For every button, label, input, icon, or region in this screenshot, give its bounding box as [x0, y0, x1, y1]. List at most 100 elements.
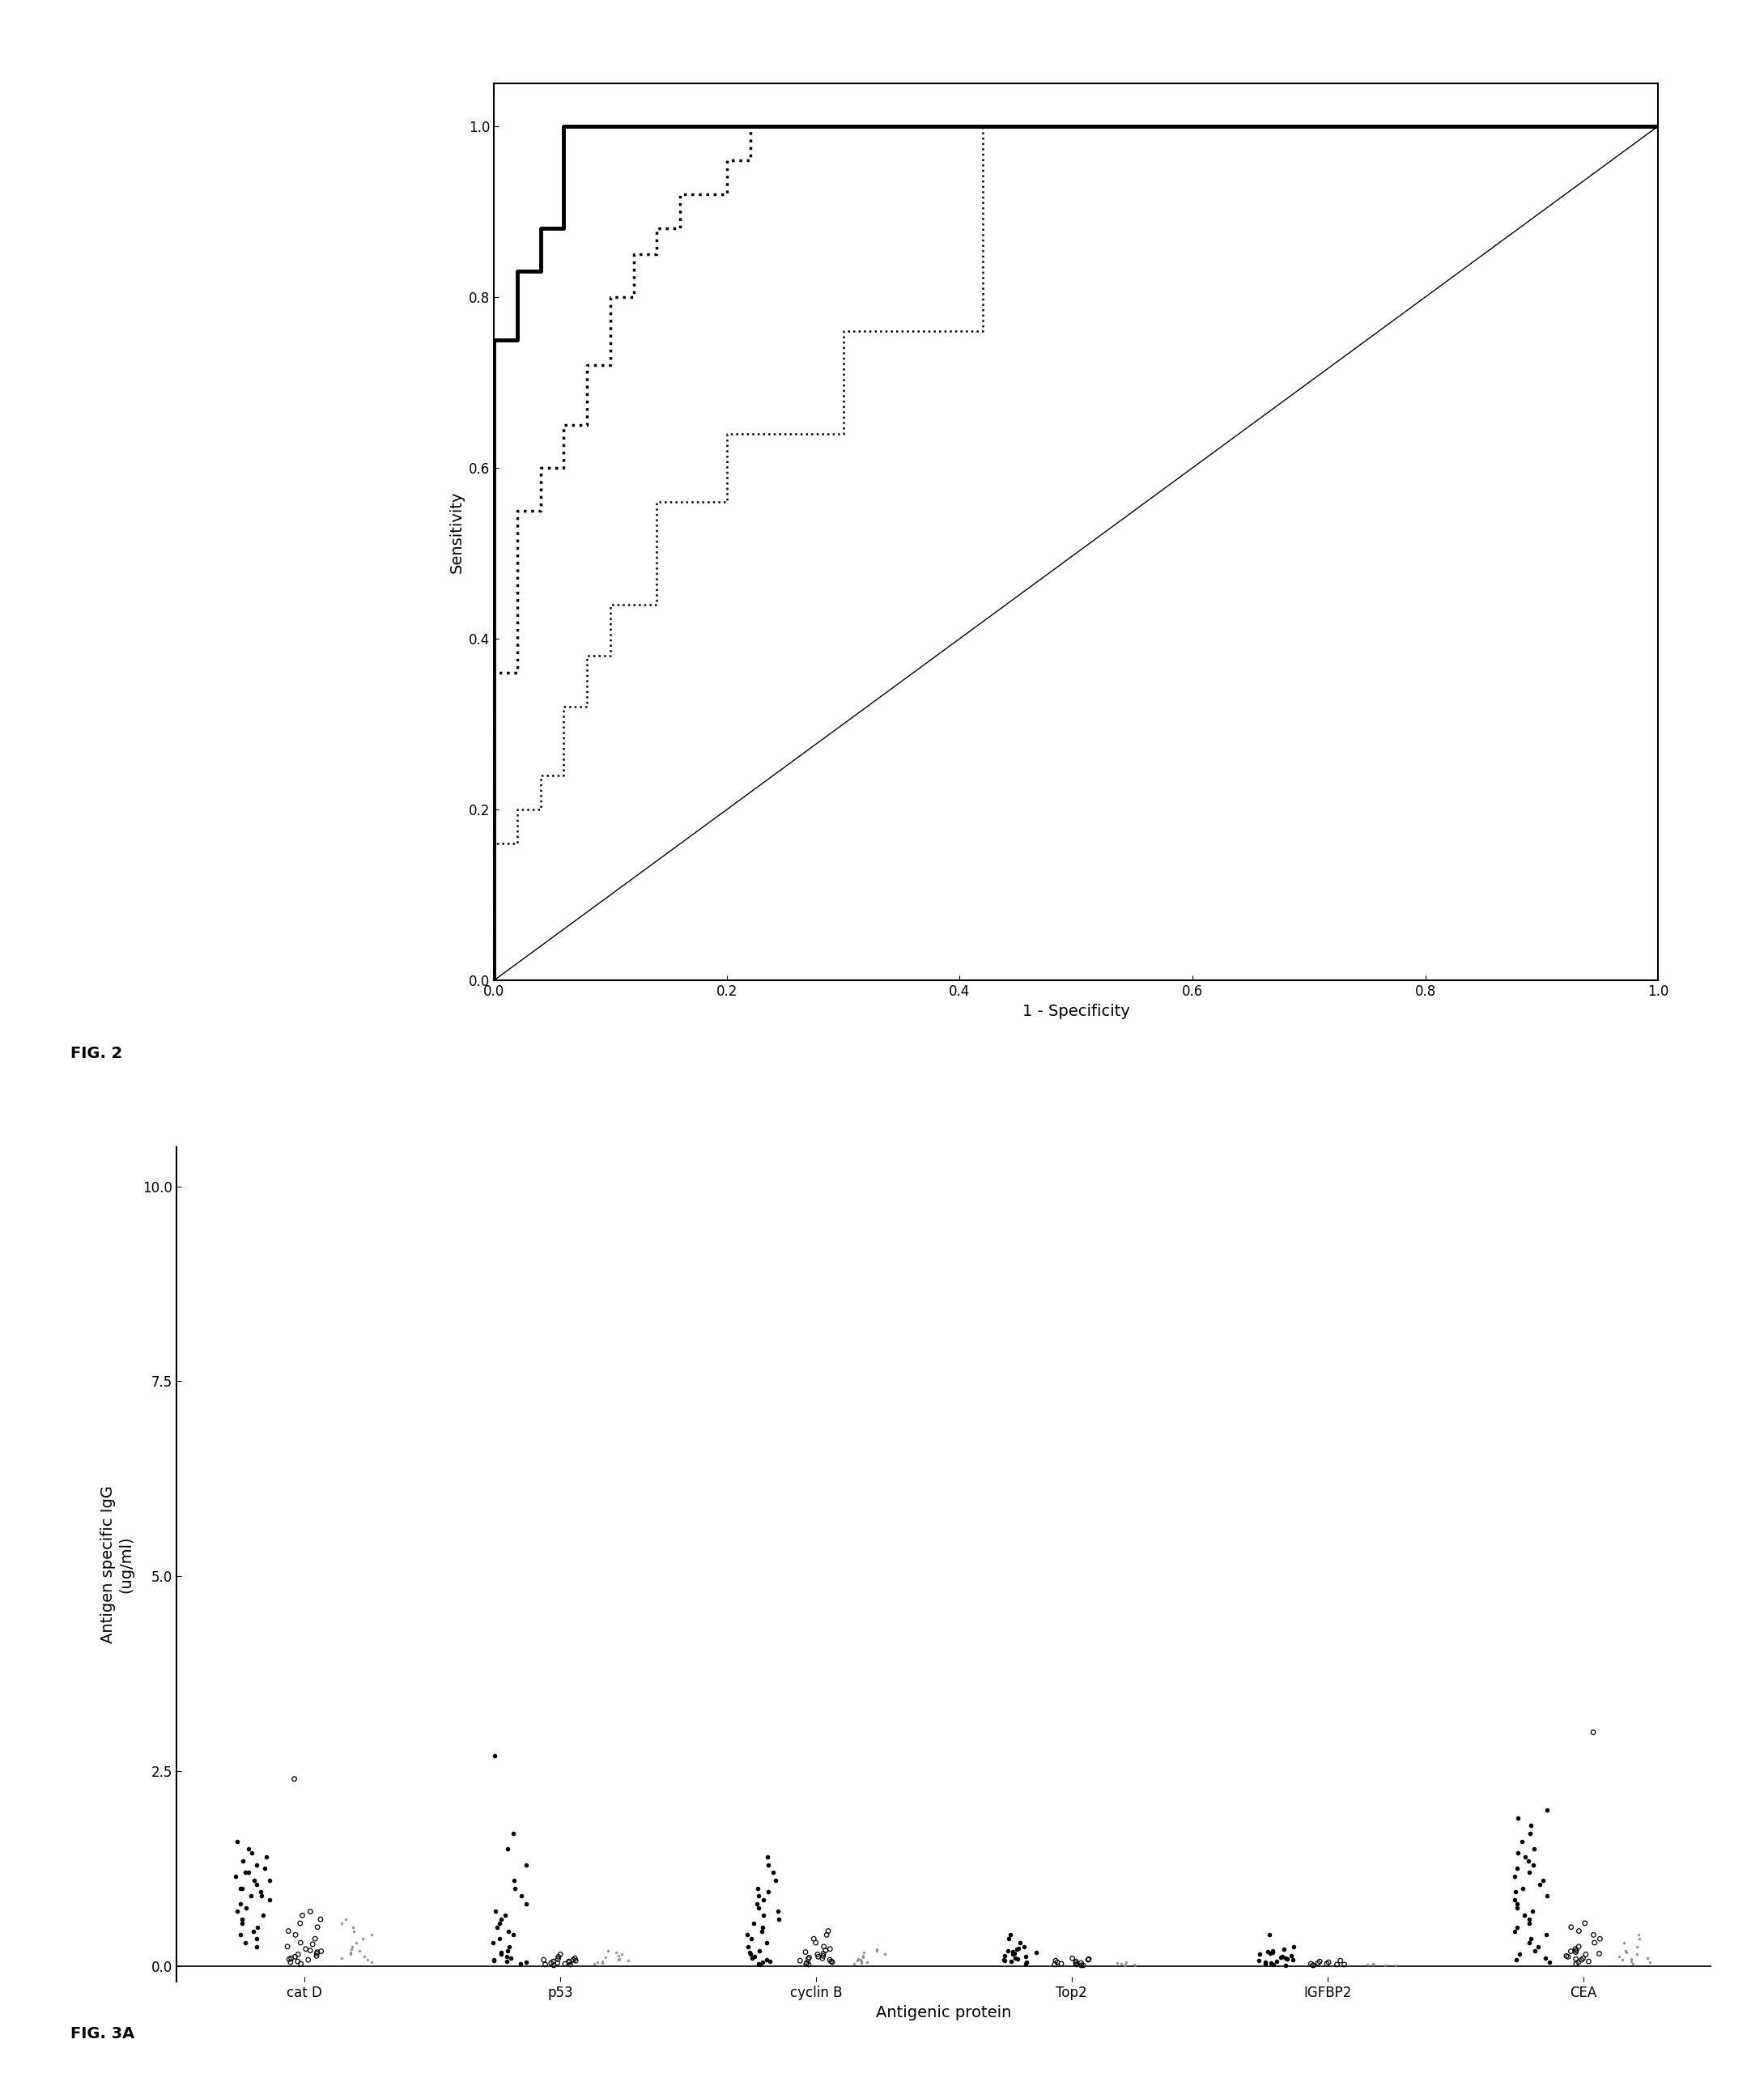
Point [1304, 1946, 1332, 1980]
Point [1323, 1948, 1351, 1982]
Point [803, 1938, 831, 1971]
Point [508, 1879, 536, 1913]
Point [1067, 1946, 1095, 1980]
Point [358, 1919, 386, 1952]
Point [1515, 1844, 1544, 1877]
Point [1506, 1938, 1535, 1971]
Point [240, 1863, 268, 1896]
Point [1371, 1948, 1399, 1982]
Point [480, 1944, 508, 1978]
Point [751, 1925, 780, 1959]
Point [256, 1863, 284, 1896]
Point [1298, 1948, 1327, 1982]
Point [349, 1921, 377, 1955]
Point [991, 1944, 1020, 1978]
Point [231, 1925, 259, 1959]
Point [810, 1930, 838, 1963]
Point [1565, 1915, 1593, 1948]
Point [1062, 1944, 1090, 1978]
Y-axis label: Antigen specific IgG
(ug/ml): Antigen specific IgG (ug/ml) [101, 1485, 134, 1644]
Point [1353, 1948, 1381, 1982]
Point [759, 1857, 787, 1890]
Point [547, 1938, 575, 1971]
Point [1526, 1867, 1554, 1900]
Point [1281, 1930, 1309, 1963]
Point [556, 1948, 584, 1982]
Point [1618, 1942, 1646, 1975]
Point [848, 1940, 877, 1973]
Point [302, 1940, 330, 1973]
Point [353, 1944, 381, 1978]
Point [1279, 1944, 1307, 1978]
Point [1503, 1890, 1531, 1923]
Point [298, 1927, 326, 1961]
Point [1633, 1942, 1662, 1975]
Point [737, 1942, 766, 1975]
Point [847, 1946, 875, 1980]
Point [751, 1944, 780, 1978]
Point [228, 1871, 256, 1905]
Point [1529, 1863, 1558, 1896]
Point [1524, 1930, 1552, 1963]
Point [1609, 1944, 1637, 1978]
Point [303, 1911, 332, 1944]
Point [1305, 1944, 1334, 1978]
Point [529, 1944, 557, 1978]
Point [302, 1921, 330, 1955]
Point [531, 1948, 559, 1982]
Point [247, 1875, 275, 1909]
Point [228, 1888, 256, 1921]
Point [760, 1863, 789, 1896]
Point [226, 1919, 254, 1952]
Point [1503, 1852, 1531, 1886]
Point [1004, 1932, 1032, 1965]
Point [487, 1902, 515, 1936]
Point [1245, 1944, 1274, 1978]
Point [594, 1934, 623, 1967]
Point [1501, 1915, 1529, 1948]
Point [243, 1867, 272, 1900]
Point [485, 1921, 513, 1955]
Point [871, 1938, 900, 1971]
Point [1256, 1938, 1284, 1971]
Point [863, 1934, 891, 1967]
Point [1000, 1938, 1028, 1971]
Point [750, 1898, 778, 1932]
Point [554, 1944, 582, 1978]
Point [256, 1884, 284, 1917]
Point [497, 1942, 526, 1975]
Point [499, 1919, 527, 1952]
Point [231, 1857, 259, 1890]
Point [997, 1944, 1025, 1978]
Point [799, 1921, 827, 1955]
Point [998, 1938, 1027, 1971]
Point [1563, 1934, 1591, 1967]
Point [494, 1934, 522, 1967]
Point [238, 1836, 266, 1869]
Point [1270, 1932, 1298, 1965]
Point [1579, 1715, 1607, 1748]
Point [1533, 1919, 1561, 1952]
Point [739, 1907, 767, 1940]
Point [543, 1946, 572, 1980]
Point [1618, 1946, 1646, 1980]
Point [1570, 1907, 1598, 1940]
Point [550, 1946, 579, 1980]
Point [337, 1936, 365, 1969]
Point [792, 1946, 820, 1980]
Point [995, 1921, 1023, 1955]
Point [1623, 1930, 1651, 1963]
Point [1251, 1946, 1279, 1980]
Point [757, 1944, 785, 1978]
Point [1074, 1942, 1102, 1975]
Point [235, 1832, 263, 1865]
Point [1120, 1948, 1148, 1982]
Point [1252, 1934, 1281, 1967]
Point [1575, 1944, 1603, 1978]
Point [1517, 1809, 1545, 1842]
Point [1515, 1817, 1544, 1850]
Point [236, 1879, 265, 1913]
Point [1122, 1948, 1150, 1982]
Point [233, 1890, 261, 1923]
Point [1521, 1832, 1549, 1865]
